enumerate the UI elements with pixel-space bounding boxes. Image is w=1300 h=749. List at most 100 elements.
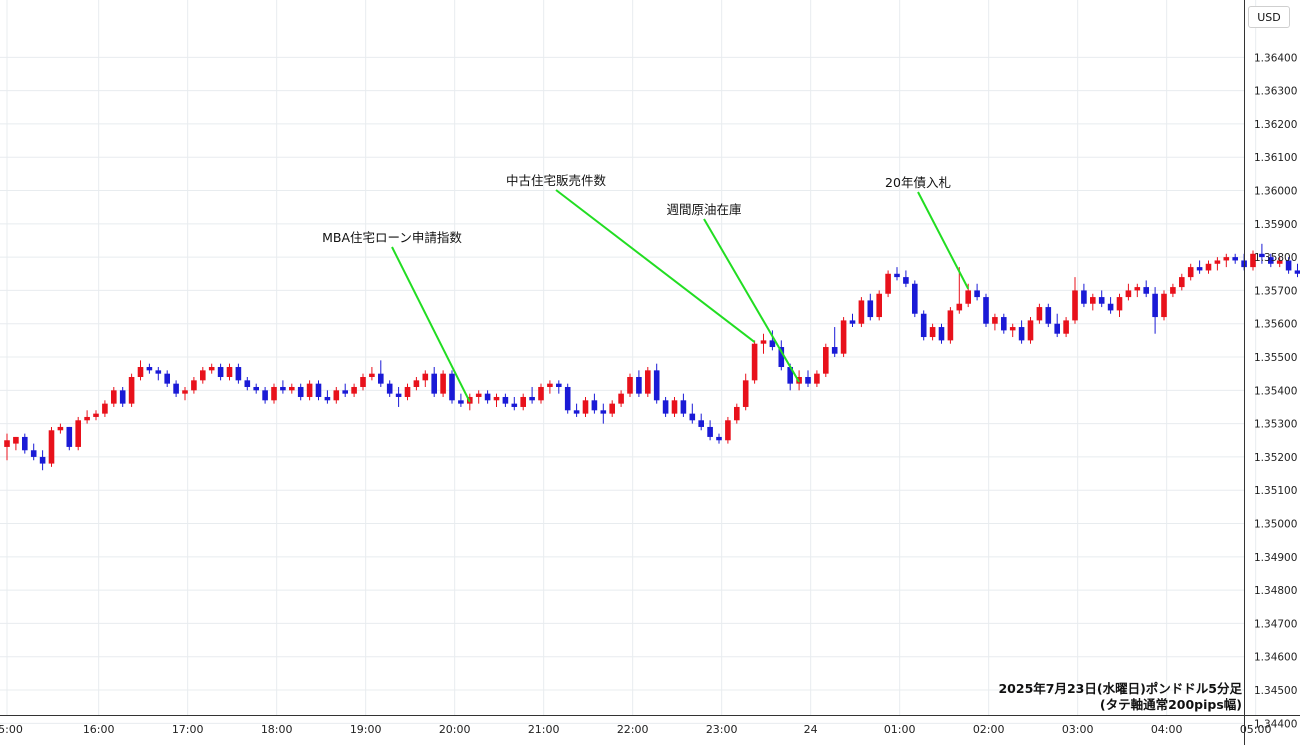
candle-body <box>57 426 64 431</box>
candle <box>1152 287 1158 334</box>
candle-body <box>831 347 838 354</box>
candle <box>475 390 482 404</box>
candle-body <box>66 426 73 447</box>
candle <box>645 367 651 397</box>
candle <box>1063 317 1069 338</box>
candle-body <box>235 367 242 381</box>
candle-body <box>582 400 589 414</box>
x-tick-label: 03:00 <box>1062 723 1094 736</box>
candle <box>333 386 340 404</box>
candle <box>920 310 927 341</box>
candle <box>449 370 455 404</box>
candle-body <box>1179 277 1185 288</box>
candle-body <box>1285 260 1292 271</box>
candle-body <box>1205 263 1212 271</box>
candle <box>369 367 375 381</box>
candle <box>1045 303 1052 328</box>
candle-body <box>1259 253 1265 258</box>
candle <box>119 386 126 407</box>
candle <box>360 373 366 391</box>
candle-body <box>591 400 598 411</box>
y-tick-label: 1.35500 <box>1254 352 1297 364</box>
candle-body <box>422 373 429 381</box>
candle <box>235 363 242 384</box>
candle <box>1268 253 1274 268</box>
x-tick-label: 18:00 <box>261 723 293 736</box>
candle-body <box>449 373 455 401</box>
x-tick-label: 16:00 <box>83 723 115 736</box>
candle-body <box>564 386 571 411</box>
candle <box>725 416 731 444</box>
candle <box>742 373 749 411</box>
candle <box>1107 297 1114 314</box>
candle <box>1143 280 1149 298</box>
candle-body <box>929 327 936 338</box>
candle <box>111 386 117 407</box>
candle <box>716 433 722 444</box>
candle-body <box>1214 260 1221 264</box>
candle <box>13 436 19 451</box>
candle-body <box>271 386 277 401</box>
candle <box>1214 257 1221 271</box>
candle-body <box>458 400 464 404</box>
x-tick-label: 23:00 <box>706 723 738 736</box>
candle-body <box>226 367 233 377</box>
candle <box>217 363 224 381</box>
candle <box>858 297 865 328</box>
candle-body <box>805 377 811 384</box>
candles <box>4 243 1300 471</box>
y-tick-label: 1.34600 <box>1254 652 1297 664</box>
candle <box>938 323 945 344</box>
candle <box>342 383 348 397</box>
candle <box>1294 263 1300 278</box>
candle <box>1170 283 1176 298</box>
candle <box>1161 290 1167 321</box>
candle <box>511 396 518 411</box>
candle-body <box>22 436 28 451</box>
candle-body <box>431 373 437 394</box>
candle-body <box>39 456 46 464</box>
candle-body <box>1268 257 1274 264</box>
candle-body <box>369 373 375 377</box>
candle-body <box>297 386 304 397</box>
candle-body <box>1036 307 1043 321</box>
candle <box>289 383 295 394</box>
candle <box>734 403 740 424</box>
candle-body <box>1098 297 1105 304</box>
y-tick-label: 1.35100 <box>1254 485 1297 497</box>
candle <box>1090 293 1096 311</box>
candle-body <box>787 367 793 384</box>
candle <box>57 423 64 434</box>
candle <box>903 270 909 288</box>
candle-body <box>155 370 162 374</box>
currency-badge[interactable]: USD <box>1248 6 1290 28</box>
candle <box>547 380 553 394</box>
candle <box>849 313 856 328</box>
candle <box>386 380 393 397</box>
candle-body <box>378 373 384 384</box>
candle-body <box>164 373 170 384</box>
candle <box>1098 290 1105 308</box>
candle <box>671 396 678 417</box>
candle <box>413 377 420 391</box>
candle <box>458 393 464 407</box>
candle-body <box>119 390 126 404</box>
y-tick-label: 1.36300 <box>1254 86 1297 98</box>
candle-body <box>475 393 482 397</box>
candle-body <box>1196 267 1203 271</box>
candle <box>39 450 46 471</box>
candle-body <box>493 396 500 401</box>
candle-body <box>725 420 731 441</box>
candle <box>814 370 820 387</box>
candle <box>404 383 411 401</box>
candle-body <box>1232 257 1238 261</box>
candle <box>155 367 162 381</box>
candle <box>200 367 206 384</box>
candle <box>894 267 900 281</box>
candle <box>653 363 660 404</box>
candle-body <box>769 340 776 348</box>
candle-body <box>538 386 544 401</box>
candle <box>823 343 829 377</box>
